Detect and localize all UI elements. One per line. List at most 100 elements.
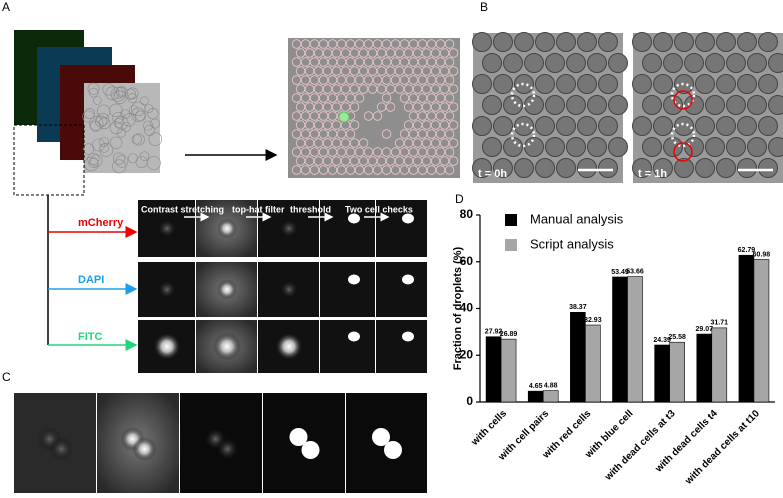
droplet bbox=[482, 53, 502, 73]
droplet-outline bbox=[345, 129, 356, 139]
droplet bbox=[115, 86, 127, 98]
time-label: t = 1h bbox=[638, 168, 667, 180]
droplet bbox=[653, 116, 673, 136]
droplet bbox=[472, 32, 492, 52]
cell-glow bbox=[213, 332, 241, 361]
data-label: 38.37 bbox=[569, 304, 587, 311]
cell-glow bbox=[279, 218, 299, 239]
droplet bbox=[566, 137, 586, 157]
droplet bbox=[716, 158, 736, 178]
processing-strip: Contrast stretching top-hat filter thresho… bbox=[138, 200, 427, 373]
droplet bbox=[135, 156, 148, 168]
cell-glow bbox=[279, 279, 299, 300]
image-tile bbox=[320, 200, 375, 257]
droplet bbox=[127, 93, 138, 104]
cell-mask bbox=[372, 428, 390, 446]
droplet-outline bbox=[372, 111, 383, 121]
image-tile bbox=[376, 262, 427, 317]
droplet bbox=[716, 32, 736, 52]
droplet-outline bbox=[354, 93, 365, 103]
droplet bbox=[111, 112, 124, 124]
cell-glow bbox=[49, 437, 74, 461]
droplet bbox=[663, 95, 683, 115]
droplet bbox=[768, 53, 783, 73]
data-label: 29.07 bbox=[696, 326, 714, 333]
droplet bbox=[84, 108, 96, 119]
droplet bbox=[524, 137, 544, 157]
cell-glow bbox=[153, 332, 181, 361]
droplet-outline bbox=[448, 156, 459, 166]
droplet bbox=[663, 137, 683, 157]
droplet bbox=[120, 109, 130, 119]
droplet bbox=[109, 121, 123, 135]
droplet bbox=[556, 32, 576, 52]
droplet bbox=[472, 116, 492, 136]
droplet bbox=[89, 154, 103, 168]
y-tick-label: 0 bbox=[466, 394, 473, 408]
droplet bbox=[577, 116, 597, 136]
data-label: 31.71 bbox=[711, 320, 729, 327]
cell-mask bbox=[402, 274, 414, 285]
bar bbox=[753, 259, 770, 403]
droplet bbox=[632, 32, 652, 52]
tracked-droplet bbox=[510, 122, 536, 148]
channel-label: FITC bbox=[78, 331, 102, 343]
data-label: 4.65 bbox=[529, 383, 543, 390]
bar bbox=[627, 276, 643, 403]
droplet bbox=[89, 116, 104, 131]
time-label: t = 0h bbox=[478, 168, 507, 180]
droplet bbox=[695, 158, 715, 178]
droplet bbox=[695, 116, 715, 136]
droplet bbox=[514, 32, 534, 52]
droplet bbox=[482, 95, 502, 115]
droplet bbox=[684, 53, 704, 73]
droplet bbox=[116, 128, 126, 138]
droplet bbox=[674, 158, 694, 178]
droplet bbox=[577, 74, 597, 94]
bar bbox=[612, 276, 628, 403]
y-tick-label: 80 bbox=[460, 207, 474, 221]
droplet bbox=[695, 32, 715, 52]
droplet bbox=[577, 158, 597, 178]
cell-glow bbox=[217, 218, 237, 239]
dead-cell bbox=[673, 142, 693, 162]
panel-label: D bbox=[455, 192, 464, 206]
droplet bbox=[726, 95, 746, 115]
droplet bbox=[514, 158, 534, 178]
bar bbox=[527, 390, 544, 403]
x-tick-label: with dead cells at t3 bbox=[602, 408, 678, 484]
channel-label: mCherry bbox=[78, 217, 124, 229]
droplet bbox=[524, 53, 544, 73]
droplet bbox=[514, 74, 534, 94]
data-label: 4.88 bbox=[544, 382, 558, 389]
droplet-outline bbox=[448, 120, 459, 130]
droplet bbox=[737, 116, 757, 136]
zoom-box bbox=[13, 124, 85, 196]
bar bbox=[485, 336, 502, 403]
droplet bbox=[608, 95, 628, 115]
droplet-outline bbox=[444, 57, 455, 67]
droplet bbox=[143, 120, 154, 131]
droplet bbox=[642, 53, 662, 73]
cell-mask bbox=[402, 213, 414, 224]
droplet bbox=[99, 137, 109, 147]
droplet bbox=[109, 103, 123, 117]
droplet bbox=[632, 74, 652, 94]
droplet-outline bbox=[381, 93, 392, 103]
droplet bbox=[674, 32, 694, 52]
y-tick-label: 40 bbox=[460, 301, 474, 315]
cell-mask bbox=[402, 331, 414, 342]
droplet bbox=[758, 158, 778, 178]
cell-mask bbox=[301, 441, 320, 459]
droplet bbox=[493, 74, 513, 94]
step-label: threshold bbox=[290, 204, 331, 214]
data-label: 53.49 bbox=[611, 269, 629, 276]
droplet-outline bbox=[444, 129, 455, 139]
droplet bbox=[653, 32, 673, 52]
panel-label: B bbox=[480, 0, 488, 14]
droplet bbox=[705, 95, 725, 115]
bar bbox=[696, 333, 713, 403]
droplet bbox=[587, 137, 607, 157]
droplet bbox=[632, 158, 652, 178]
